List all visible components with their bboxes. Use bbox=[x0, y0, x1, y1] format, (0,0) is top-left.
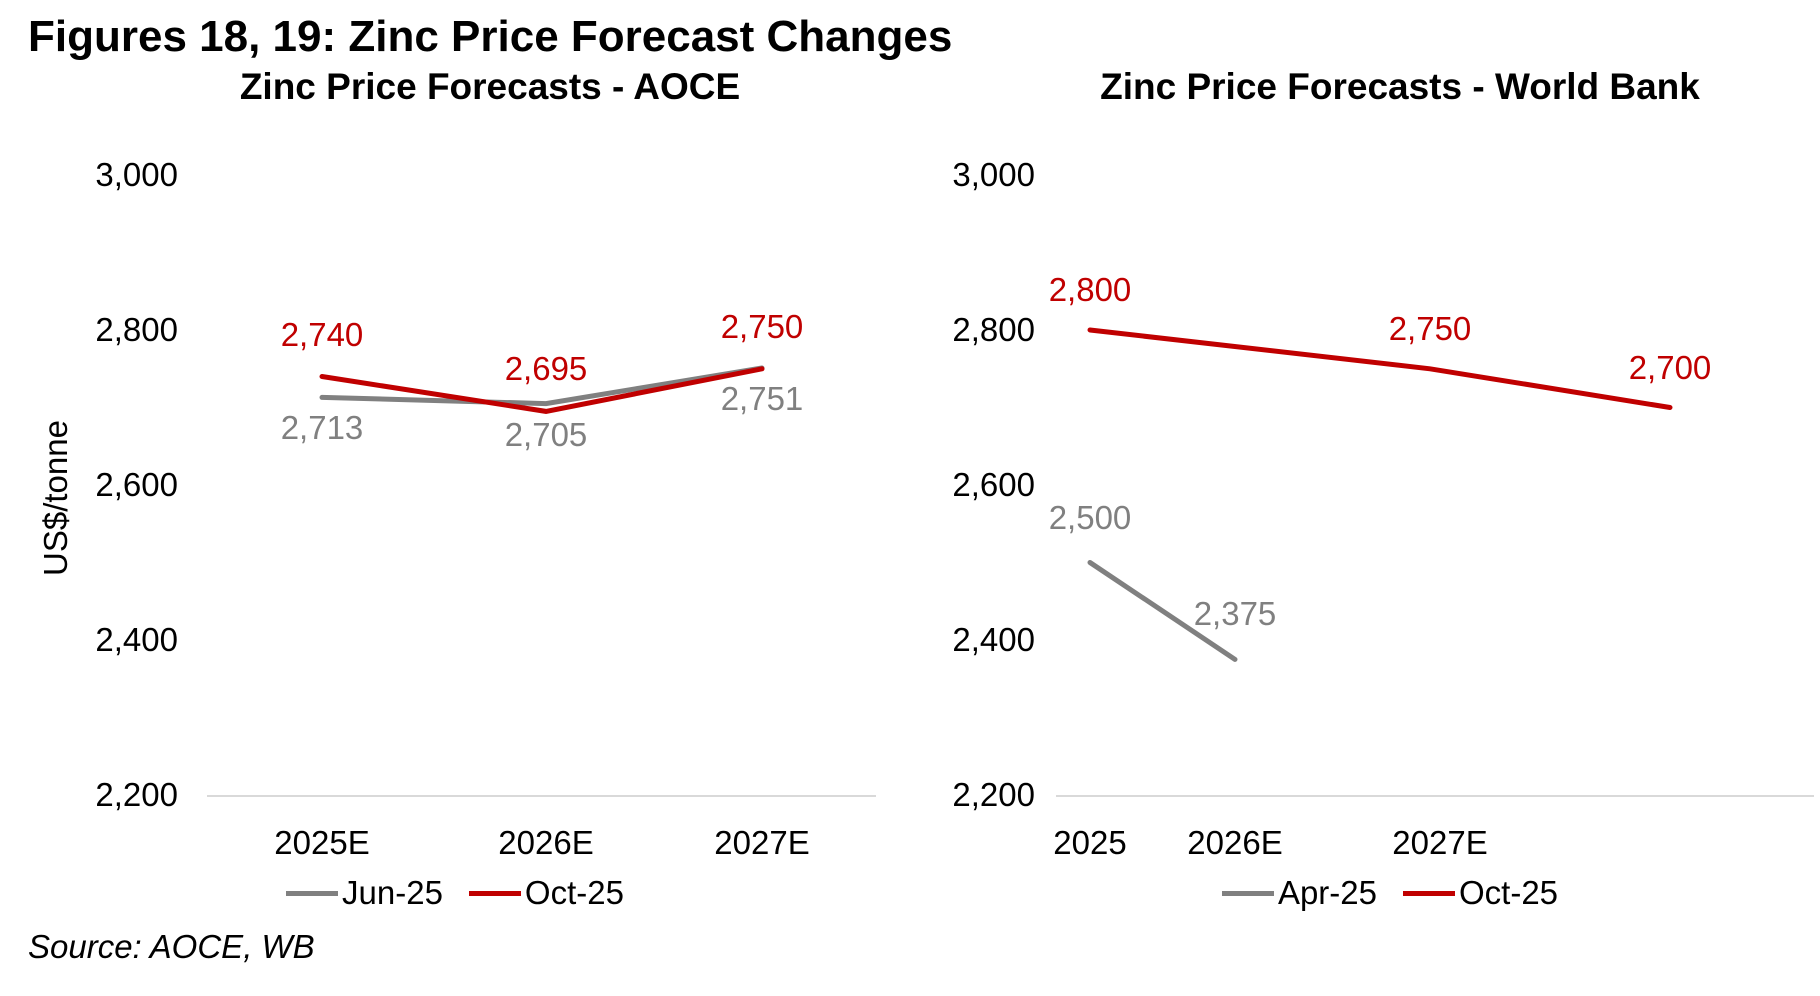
legend-item-oct-25-aoce: Oct-25 bbox=[468, 874, 624, 912]
line-series-jun-25 bbox=[319, 365, 765, 407]
legend-label-oct-25-aoce: Oct-25 bbox=[524, 874, 624, 911]
line-series-oct-25 bbox=[1087, 327, 1673, 410]
legend-item-oct-25-wb: Oct-25 bbox=[1403, 874, 1558, 912]
legend-label-oct-25-wb: Oct-25 bbox=[1459, 874, 1559, 911]
line-series-oct-25 bbox=[319, 366, 765, 414]
figure-title: Figures 18, 19: Zinc Price Forecast Chan… bbox=[28, 12, 953, 61]
legend-label-apr-25: Apr-25 bbox=[1277, 874, 1377, 911]
legend-world-bank: Apr-25 Oct-25 bbox=[960, 873, 1820, 913]
source-note: Source: AOCE, WB bbox=[28, 928, 315, 965]
legend-item-apr-25: Apr-25 bbox=[1221, 874, 1377, 912]
legend-swatch-apr-25 bbox=[1221, 890, 1274, 896]
chart-world-bank bbox=[1056, 327, 1814, 797]
chart-aoce bbox=[207, 365, 876, 797]
chart-title-aoce: Zinc Price Forecasts - AOCE bbox=[239, 66, 741, 107]
legend-label-jun-25: Jun-25 bbox=[342, 874, 443, 911]
legend-swatch-oct-25-aoce bbox=[468, 890, 521, 896]
legend-item-jun-25: Jun-25 bbox=[286, 874, 443, 912]
chart-title-world-bank: Zinc Price Forecasts - World Bank bbox=[1100, 66, 1700, 107]
legend-swatch-oct-25-wb bbox=[1403, 890, 1455, 896]
legend-swatch-jun-25 bbox=[286, 890, 339, 896]
line-series-apr-25 bbox=[1087, 560, 1238, 662]
legend-aoce: Jun-25 Oct-25 bbox=[30, 873, 880, 913]
